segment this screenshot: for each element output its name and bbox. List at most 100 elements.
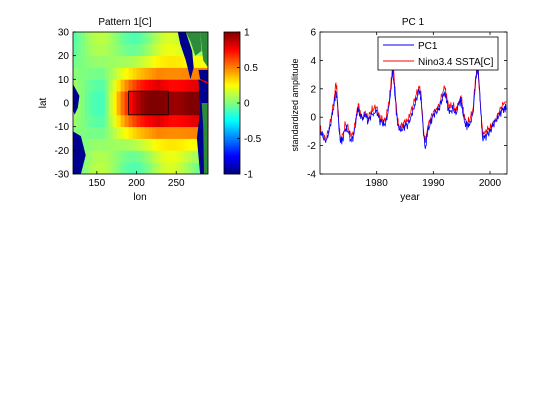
heatmap-cell [132,79,137,92]
heatmap-cell [80,114,86,128]
colorbar-segment [224,140,240,144]
heatmap-cell [144,103,149,116]
heatmap-cell [108,114,114,128]
heatmap-cell [196,114,201,128]
heatmap-cell [176,103,181,116]
heatmap-cell [148,103,153,116]
heatmap-cell [104,103,110,116]
heatmap-cell [160,138,165,151]
heatmap-cell [180,67,185,80]
heatmap-cell [160,79,165,92]
heatmap-cell [120,126,126,139]
colorbar-segment [224,91,240,95]
heatmap-cell [168,91,173,104]
colorbar-segment [224,147,240,150]
heatmap-cell [88,79,94,92]
heatmap-cell [128,126,133,139]
heatmap-cell [120,32,126,45]
colorbar-segment [224,151,240,155]
heatmap-cell [112,150,118,163]
heatmap-xlabel: lon [133,192,146,203]
heatmap-y-tick-label: -30 [55,170,70,181]
nino34-box [128,90,169,116]
heatmap-cell [180,103,185,116]
line-ylabel: standardized amplitude [290,58,300,151]
legend: PC1 Nino3.4 SSTA[C] [377,36,499,71]
heatmap-cell [136,126,141,139]
heatmap-cell [132,55,137,68]
line-frame [319,31,508,175]
heatmap-cell [88,103,94,116]
heatmap-cell [76,67,82,80]
heatmap-cell [92,55,98,68]
heatmap-cell [136,150,141,163]
heatmap-cell [176,32,181,45]
heatmap-cell [172,55,177,68]
heatmap-cell [88,162,94,175]
heatmap-cell [100,91,106,104]
heatmap-cell [88,55,94,68]
heatmap-cell [192,150,197,163]
heatmap-cell [120,79,126,92]
heatmap-cell [128,114,133,128]
heatmap-cell [156,55,161,68]
heatmap-cell [128,103,133,116]
heatmap-cell [152,162,157,175]
heatmap-cell [108,91,114,104]
heatmap-cell [92,138,98,151]
heatmap-cell [168,79,173,92]
colorbar-segment [224,160,240,164]
heatmap-cell [152,55,157,68]
colorbar-segment [224,32,240,35]
heatmap-cell [184,114,189,128]
heatmap-cell [184,79,189,92]
colorbar-segment [224,134,240,137]
heatmap-cell [140,103,145,116]
heatmap-cell [176,114,181,128]
land-patch [185,32,202,56]
heatmap-cell [152,79,157,92]
heatmap-cell [136,91,141,104]
heatmap-cell [84,114,90,128]
heatmap-cell [112,79,118,92]
heatmap-cell [120,55,126,68]
heatmap-cell [172,103,177,116]
colorbar-tick-label: 0.5 [244,63,258,74]
colorbar-segment [224,36,240,40]
heatmap-cell [160,126,165,139]
colorbar-segment [224,76,240,79]
colorbar-segment [224,158,240,162]
heatmap-cell [140,150,145,163]
heatmap-cell [132,32,137,45]
heatmap-cell [104,32,110,45]
heatmap-cell [148,126,153,139]
heatmap-cell [108,67,114,80]
heatmap-cell [168,126,173,139]
heatmap-cell [84,162,90,175]
heatmap-cell [92,79,98,92]
colorbar-segment [224,34,240,37]
colorbar-segment [224,74,240,77]
heatmap-cell [144,114,149,128]
land-patch [201,103,208,174]
heatmap-cell [108,126,114,139]
heatmap-cell [84,91,90,104]
heatmap-cell [192,114,197,128]
heatmap-cell [152,32,157,45]
heatmap-cell [160,43,165,57]
heatmap-cell [196,162,201,175]
colorbar-segment [224,167,240,170]
colorbar-segment [224,154,240,157]
heatmap-cell [84,79,90,92]
heatmap-cell [96,91,102,104]
heatmap-cell [112,91,118,104]
line-title: PC 1 [402,17,425,28]
heatmap-cell [140,67,145,80]
heatmap-cell [116,67,122,80]
heatmap-cell [148,43,153,57]
heatmap-cell [96,67,102,80]
colorbar-segment [224,125,240,128]
heatmap-cell [73,79,78,92]
heatmap-cell [100,32,106,45]
heatmap-cell [140,126,145,139]
